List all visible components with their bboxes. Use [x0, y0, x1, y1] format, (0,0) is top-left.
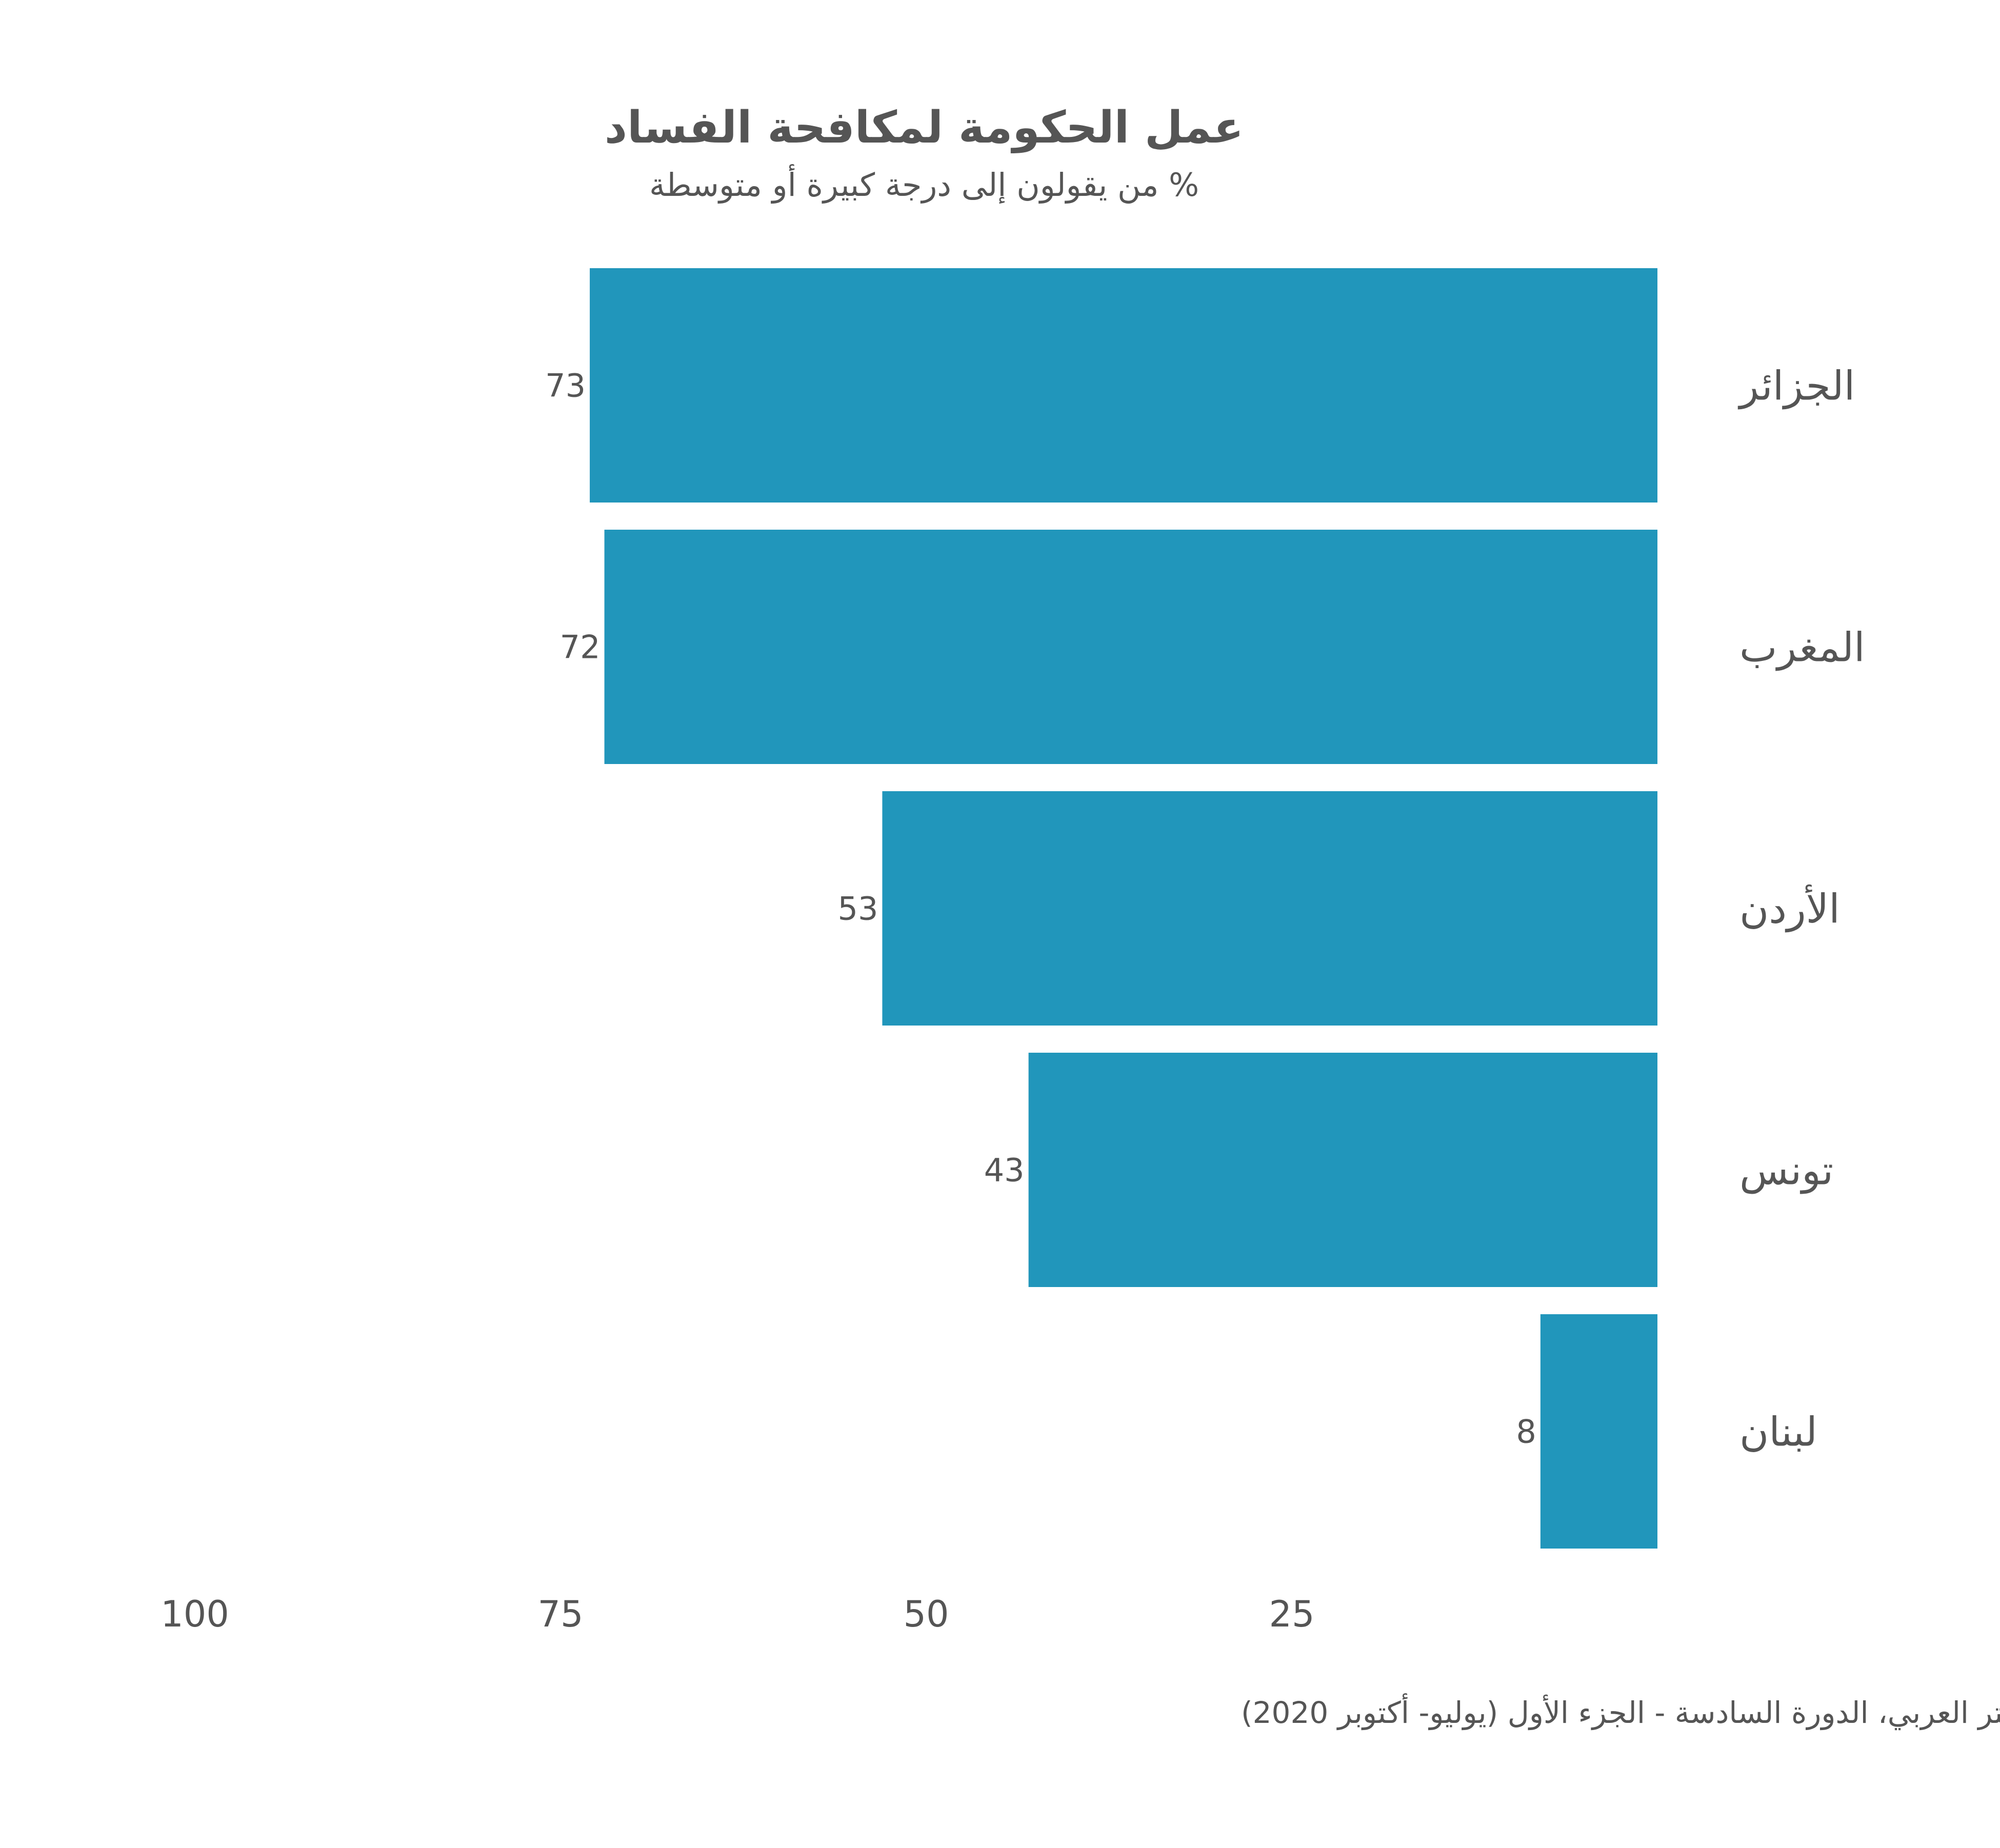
bar-value-label: 72 — [560, 629, 601, 666]
x-tick-label: 75 — [537, 1593, 583, 1635]
bar-1 — [590, 268, 1657, 503]
x-tick-label: 100 — [161, 1593, 229, 1635]
x-tick-label: 50 — [903, 1593, 949, 1635]
category-label: الجزائر — [1737, 364, 1855, 410]
bar-5 — [1540, 1314, 1657, 1549]
category-labels-group: الجزائر المغرب الأردن تونس لبنان — [1737, 364, 1865, 1456]
x-tick-label: 25 — [1269, 1593, 1314, 1635]
bar-value-label: 53 — [838, 890, 878, 928]
category-label: تونس — [1739, 1148, 1833, 1195]
category-label: المغرب — [1739, 625, 1865, 672]
bar-value-label: 8 — [1516, 1413, 1536, 1451]
value-labels-group: 73 72 53 43 8 — [545, 367, 1536, 1451]
bar-2 — [604, 530, 1657, 764]
category-label: لبنان — [1739, 1410, 1817, 1456]
bar-value-label: 73 — [545, 367, 586, 405]
bars-group — [590, 268, 1657, 1549]
chart-subtitle: % من يقولون إلى درجة كبيرة أو متوسطة — [649, 164, 1199, 204]
category-label: الأردن — [1739, 885, 1840, 933]
x-axis-ticks: 100 75 50 25 — [161, 1593, 1314, 1635]
bar-4 — [1028, 1053, 1657, 1287]
bar-value-label: 43 — [984, 1152, 1025, 1189]
source-note: الباروميتر العربي، الدورة السادسة - الجز… — [1241, 1693, 2000, 1731]
bar-3 — [882, 791, 1657, 1026]
chart-title: عمل الحكومة لمكافحة الفساد — [605, 102, 1244, 153]
